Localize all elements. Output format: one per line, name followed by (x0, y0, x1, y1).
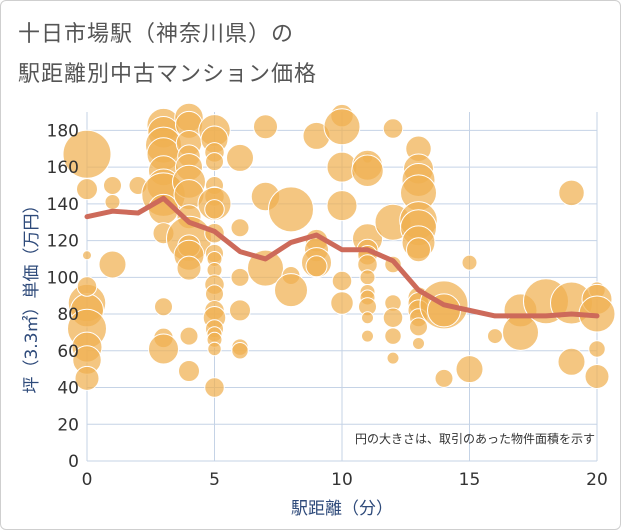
bubble-point (274, 273, 308, 308)
bubble-point (176, 255, 202, 281)
bubble-point (359, 269, 376, 286)
bubble-point (204, 199, 225, 220)
bubble-point (434, 368, 454, 388)
bubble-point (487, 328, 503, 345)
y-tick-label: 60 (57, 342, 79, 362)
bubble-point (361, 311, 374, 325)
y-tick-label: 180 (47, 121, 79, 141)
bubble-point (268, 186, 314, 233)
bubble-point (204, 377, 225, 398)
bubble-point (148, 333, 179, 365)
bubble-point (382, 118, 404, 139)
bubble-point (247, 249, 284, 287)
chart-title-line1: 十日市場駅（神奈川県）の (18, 22, 295, 47)
bubble-point (330, 291, 354, 315)
x-axis-label: 駅距離（分） (291, 499, 393, 519)
size-note: 円の大きさは、取引のあった物件面積を示す (355, 431, 595, 446)
bubble-point (226, 143, 254, 172)
bubble-point (231, 342, 249, 360)
bubble-point (323, 108, 361, 146)
bubble-point (461, 254, 478, 271)
x-tick-label: 20 (586, 470, 608, 490)
bubble-point (229, 299, 251, 322)
chart-title-line2: 駅距離別中古マンション価格 (18, 62, 318, 87)
bubble-point (326, 190, 358, 222)
trend-line-layer (84, 195, 600, 319)
x-tick-label: 0 (82, 470, 93, 490)
x-tick-label: 15 (459, 470, 481, 490)
x-tick-label: 5 (209, 470, 220, 490)
bubble-point (588, 340, 606, 358)
bubble-point (76, 276, 98, 297)
y-axis-label: 坪（3.3㎡）単価（万円） (22, 196, 42, 393)
bubble-point (104, 194, 121, 211)
y-tick-label: 140 (47, 195, 79, 215)
y-tick-label: 100 (47, 268, 79, 288)
bubble-point (230, 218, 250, 238)
bubble-point (207, 341, 222, 357)
bubble-point (557, 347, 586, 376)
bubble-point (76, 178, 98, 201)
axes: 0 20 40 60 80 100 120 140 160 180 0 5 10 15 20 (47, 121, 608, 490)
y-tick-label: 40 (57, 379, 79, 399)
y-tick-label: 20 (57, 415, 79, 435)
bubble-point (409, 317, 428, 337)
bubble-point (361, 329, 374, 343)
y-tick-label: 80 (57, 305, 79, 325)
bubble-point (74, 365, 100, 391)
bubble-point (230, 267, 250, 287)
x-tick-label: 10 (331, 470, 353, 490)
bubble-point (558, 179, 585, 207)
bubble-point (103, 175, 122, 195)
y-tick-label: 0 (68, 452, 79, 472)
bubble-point (384, 327, 402, 345)
bubble-point (412, 336, 425, 350)
y-tick-label: 120 (47, 232, 79, 252)
bubble-point (406, 237, 431, 263)
bubble-point (386, 351, 400, 365)
bubble-point (205, 152, 224, 172)
bubbles (62, 102, 616, 398)
y-tick-label: 160 (47, 158, 79, 178)
bubble-point (382, 307, 404, 328)
bubble-point (154, 297, 173, 317)
bubble-point (331, 270, 353, 292)
bubble-point (253, 114, 278, 140)
bubble-point (82, 250, 92, 261)
bubble-point (98, 250, 127, 279)
bubble-point (178, 359, 200, 382)
bubble-point (179, 326, 199, 346)
bubble-point (351, 154, 384, 188)
average-price-line (84, 195, 600, 319)
bubble-point (584, 364, 610, 390)
bubble-point (455, 355, 484, 384)
bubble-point (305, 255, 328, 278)
